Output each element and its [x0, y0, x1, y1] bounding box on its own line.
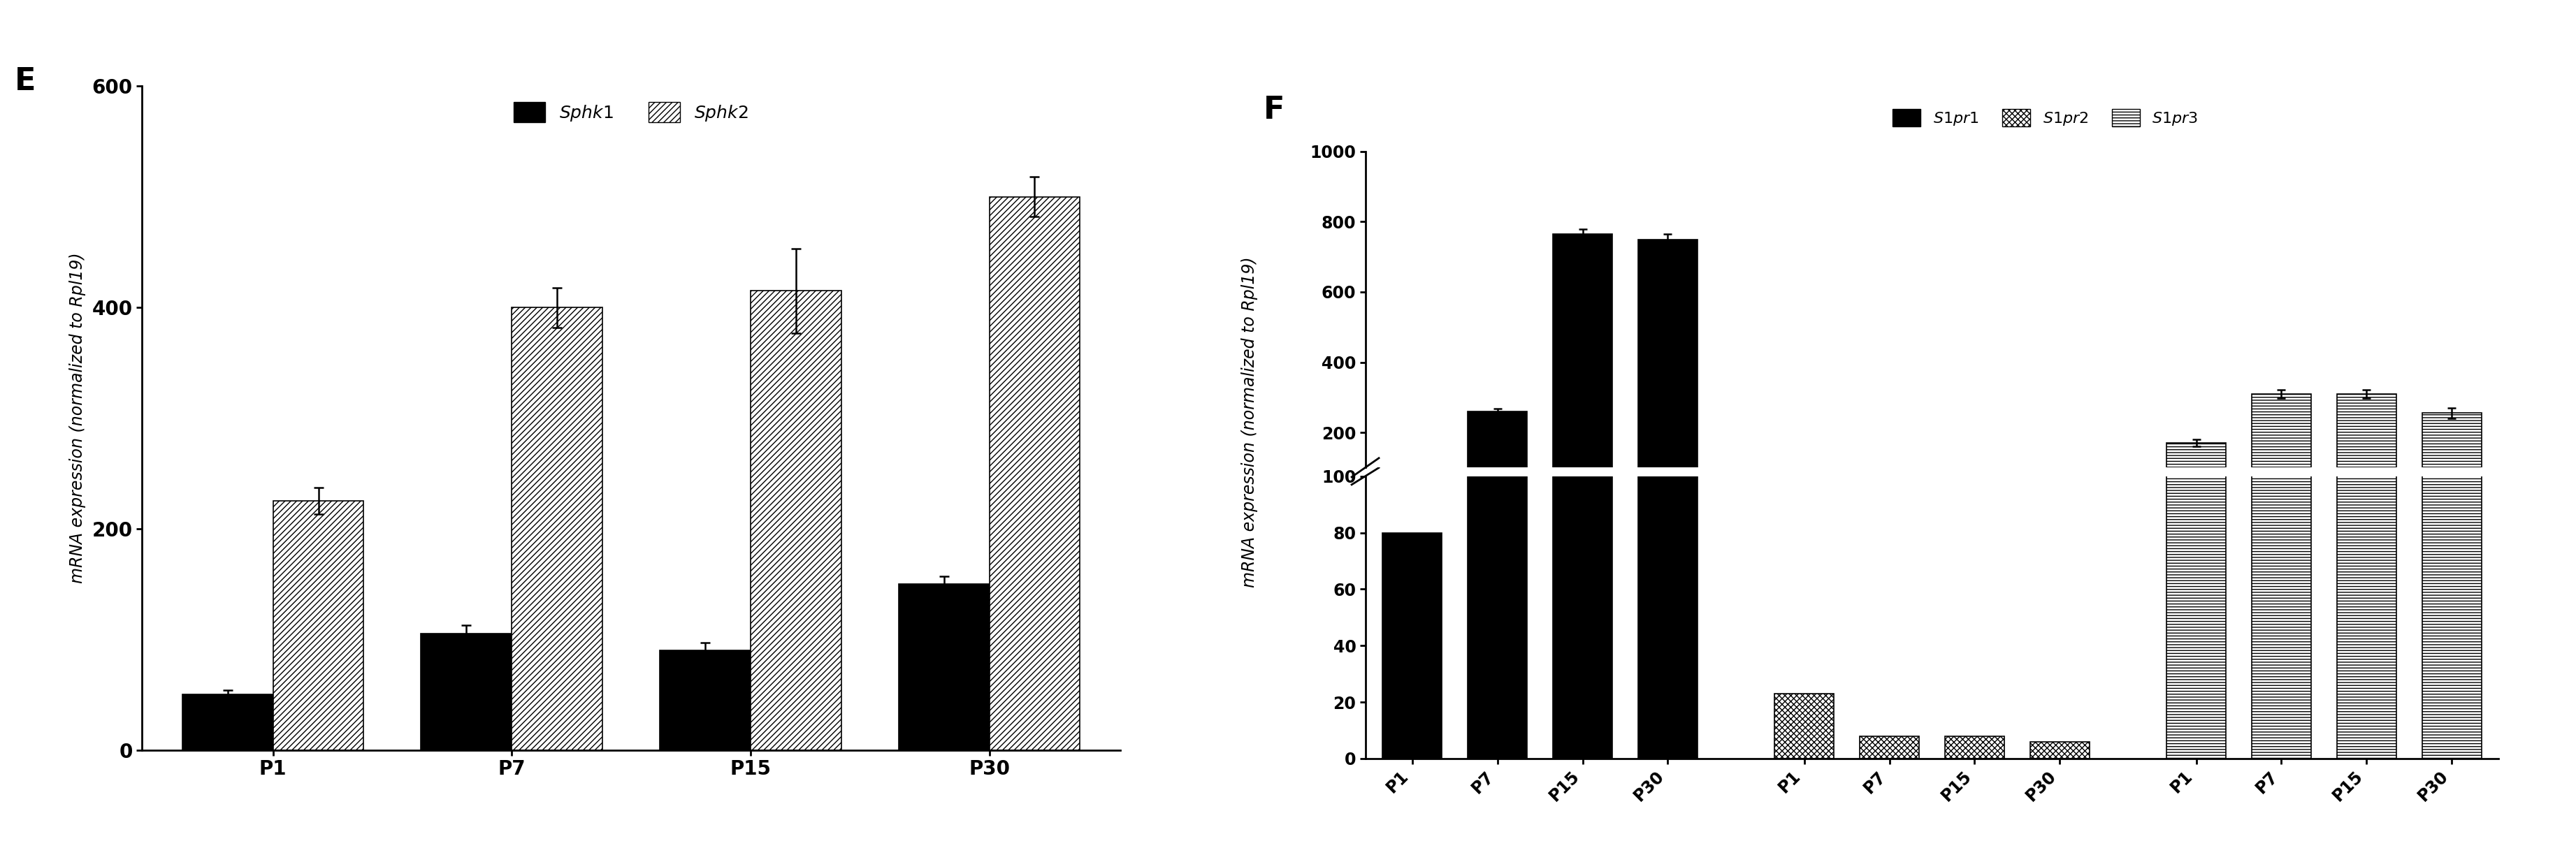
Bar — [659, 650, 750, 750]
Bar — [2030, 501, 2089, 503]
Bar — [2166, 443, 2226, 503]
Y-axis label: mRNA expression (normalized to Rpl19): mRNA expression (normalized to Rpl19) — [70, 253, 85, 584]
Bar — [1775, 694, 1834, 759]
Bar — [2336, 0, 2396, 759]
Bar — [1383, 475, 1443, 503]
Bar — [183, 695, 273, 750]
Bar — [1468, 411, 1528, 503]
Bar — [2030, 741, 2089, 759]
Bar — [1638, 240, 1698, 503]
Text: E: E — [15, 66, 36, 97]
Bar — [273, 501, 363, 750]
Bar — [750, 290, 842, 750]
Bar — [989, 197, 1079, 750]
Bar — [1638, 0, 1698, 759]
Bar — [1383, 533, 1443, 759]
Bar — [1468, 24, 1528, 759]
Bar — [2336, 394, 2396, 503]
Bar — [1553, 234, 1613, 503]
Bar — [2421, 413, 2481, 503]
Bar — [2166, 278, 2226, 759]
Bar — [420, 634, 513, 750]
Bar — [899, 584, 989, 750]
Text: F: F — [1262, 95, 1285, 125]
Bar — [1945, 736, 2004, 759]
Bar — [1775, 495, 1834, 503]
Bar — [2421, 39, 2481, 759]
Bar — [1860, 736, 1919, 759]
Bar — [1553, 0, 1613, 759]
Legend: $S1pr1$, $S1pr2$, $S1pr3$: $S1pr1$, $S1pr2$, $S1pr3$ — [1886, 103, 2205, 133]
Bar — [2251, 394, 2311, 503]
Bar — [513, 308, 603, 750]
Bar — [1860, 500, 1919, 503]
Legend: $Sphk1$, $Sphk2$: $Sphk1$, $Sphk2$ — [507, 95, 755, 129]
Bar — [1945, 500, 2004, 503]
Text: mRNA expression (normalized to Rpl19): mRNA expression (normalized to Rpl19) — [1242, 257, 1257, 588]
Bar — [2251, 0, 2311, 759]
